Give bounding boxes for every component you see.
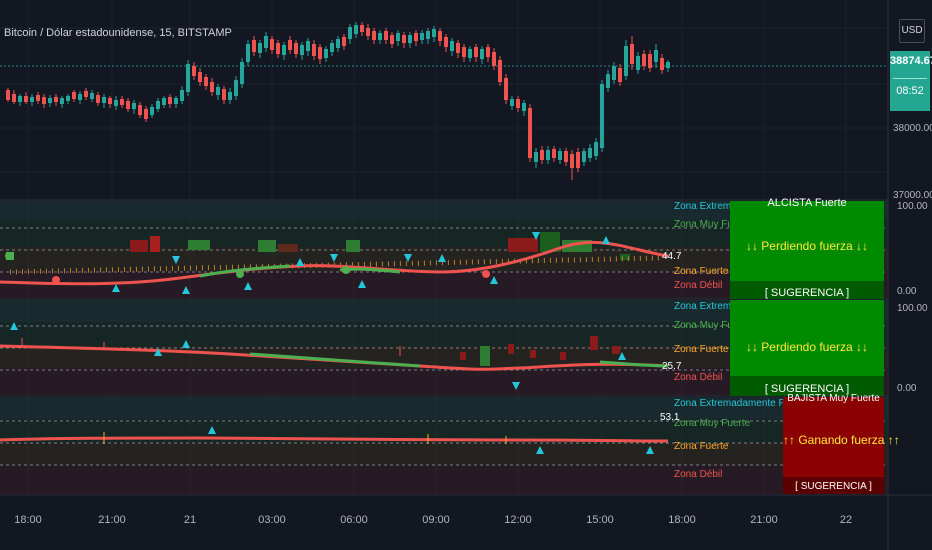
candlesticks: [6, 22, 670, 180]
zone-very-strong-label: Zona Muy Fuerte: [674, 320, 751, 331]
indicator-value: 53.1: [660, 412, 680, 423]
bar-countdown: 08:52: [896, 85, 924, 97]
pane-axis-tick: 100.00: [897, 201, 928, 212]
signal-box-message: ↑↑ Ganando fuerza ↑↑: [783, 433, 900, 447]
signal-box-message: ↓↓ Perdiendo fuerza ↓↓: [745, 239, 869, 253]
time-tick: 21:00: [98, 514, 126, 526]
signal-box-title: ALCISTA Fuerte: [767, 197, 847, 209]
signal-box-footer: [ SUGERENCIA ]: [764, 287, 850, 299]
signal-box-3: BAJISTA Muy Fuerte ↑↑ Ganando fuerza ↑↑ …: [783, 393, 900, 494]
zone-strong-label: Zona Fuerte: [674, 266, 729, 277]
zone-weak-label: Zona Débil: [674, 372, 723, 383]
signal-box-message: ↓↓ Perdiendo fuerza ↓↓: [745, 340, 869, 354]
zone-weak-label: Zona Débil: [674, 469, 723, 480]
time-tick: 15:00: [586, 514, 614, 526]
time-tick: 09:00: [422, 514, 450, 526]
time-tick: 18:00: [14, 514, 42, 526]
zone-very-strong-label: Zona Muy Fuerte: [674, 418, 751, 429]
pane-axis-tick: 0.00: [897, 383, 917, 394]
zone-extreme-label: Zona Extremadamente Fuerte: [674, 398, 808, 409]
time-tick: 12:00: [504, 514, 532, 526]
signal-box-footer: [ SUGERENCIA ]: [795, 481, 872, 492]
time-tick: 03:00: [258, 514, 286, 526]
time-tick: 21:00: [750, 514, 778, 526]
zone-strong-label: Zona Fuerte: [674, 344, 729, 355]
zone-strong-label: Zona Fuerte: [674, 441, 729, 452]
time-tick: 06:00: [340, 514, 368, 526]
signal-box-2: ↓↓ Perdiendo fuerza ↓↓ [ SUGERENCIA ]: [730, 300, 884, 396]
zone-weak-label: Zona Débil: [674, 280, 723, 291]
symbol-title[interactable]: Bitcoin / Dólar estadounidense, 15, BITS…: [4, 27, 232, 39]
time-tick: 22: [839, 514, 853, 526]
pane-axis-tick: 100.00: [897, 303, 928, 314]
price-tick: 38000.00: [893, 123, 932, 134]
indicator-value: 44.7: [662, 251, 682, 262]
current-price-label: 38874.67 08:52: [890, 51, 932, 111]
indicator-pane-3[interactable]: [0, 395, 888, 494]
signal-box-1: ALCISTA Fuerte ↓↓ Perdiendo fuerza ↓↓ [ …: [730, 197, 884, 299]
zone-very-strong-label: Zona Muy Fuerte: [674, 219, 751, 230]
time-tick: 18:00: [668, 514, 696, 526]
current-price: 38874.67: [890, 55, 932, 67]
price-tick: 37000.00: [893, 190, 932, 201]
signal-box-title: BAJISTA Muy Fuerte: [787, 393, 880, 404]
pane-axis-tick: 0.00: [897, 286, 917, 297]
time-tick: 21: [183, 514, 197, 526]
signal-box-footer: [ SUGERENCIA ]: [764, 383, 850, 395]
indicator-value: 25.7: [662, 361, 682, 372]
currency-button[interactable]: USD: [899, 19, 925, 43]
